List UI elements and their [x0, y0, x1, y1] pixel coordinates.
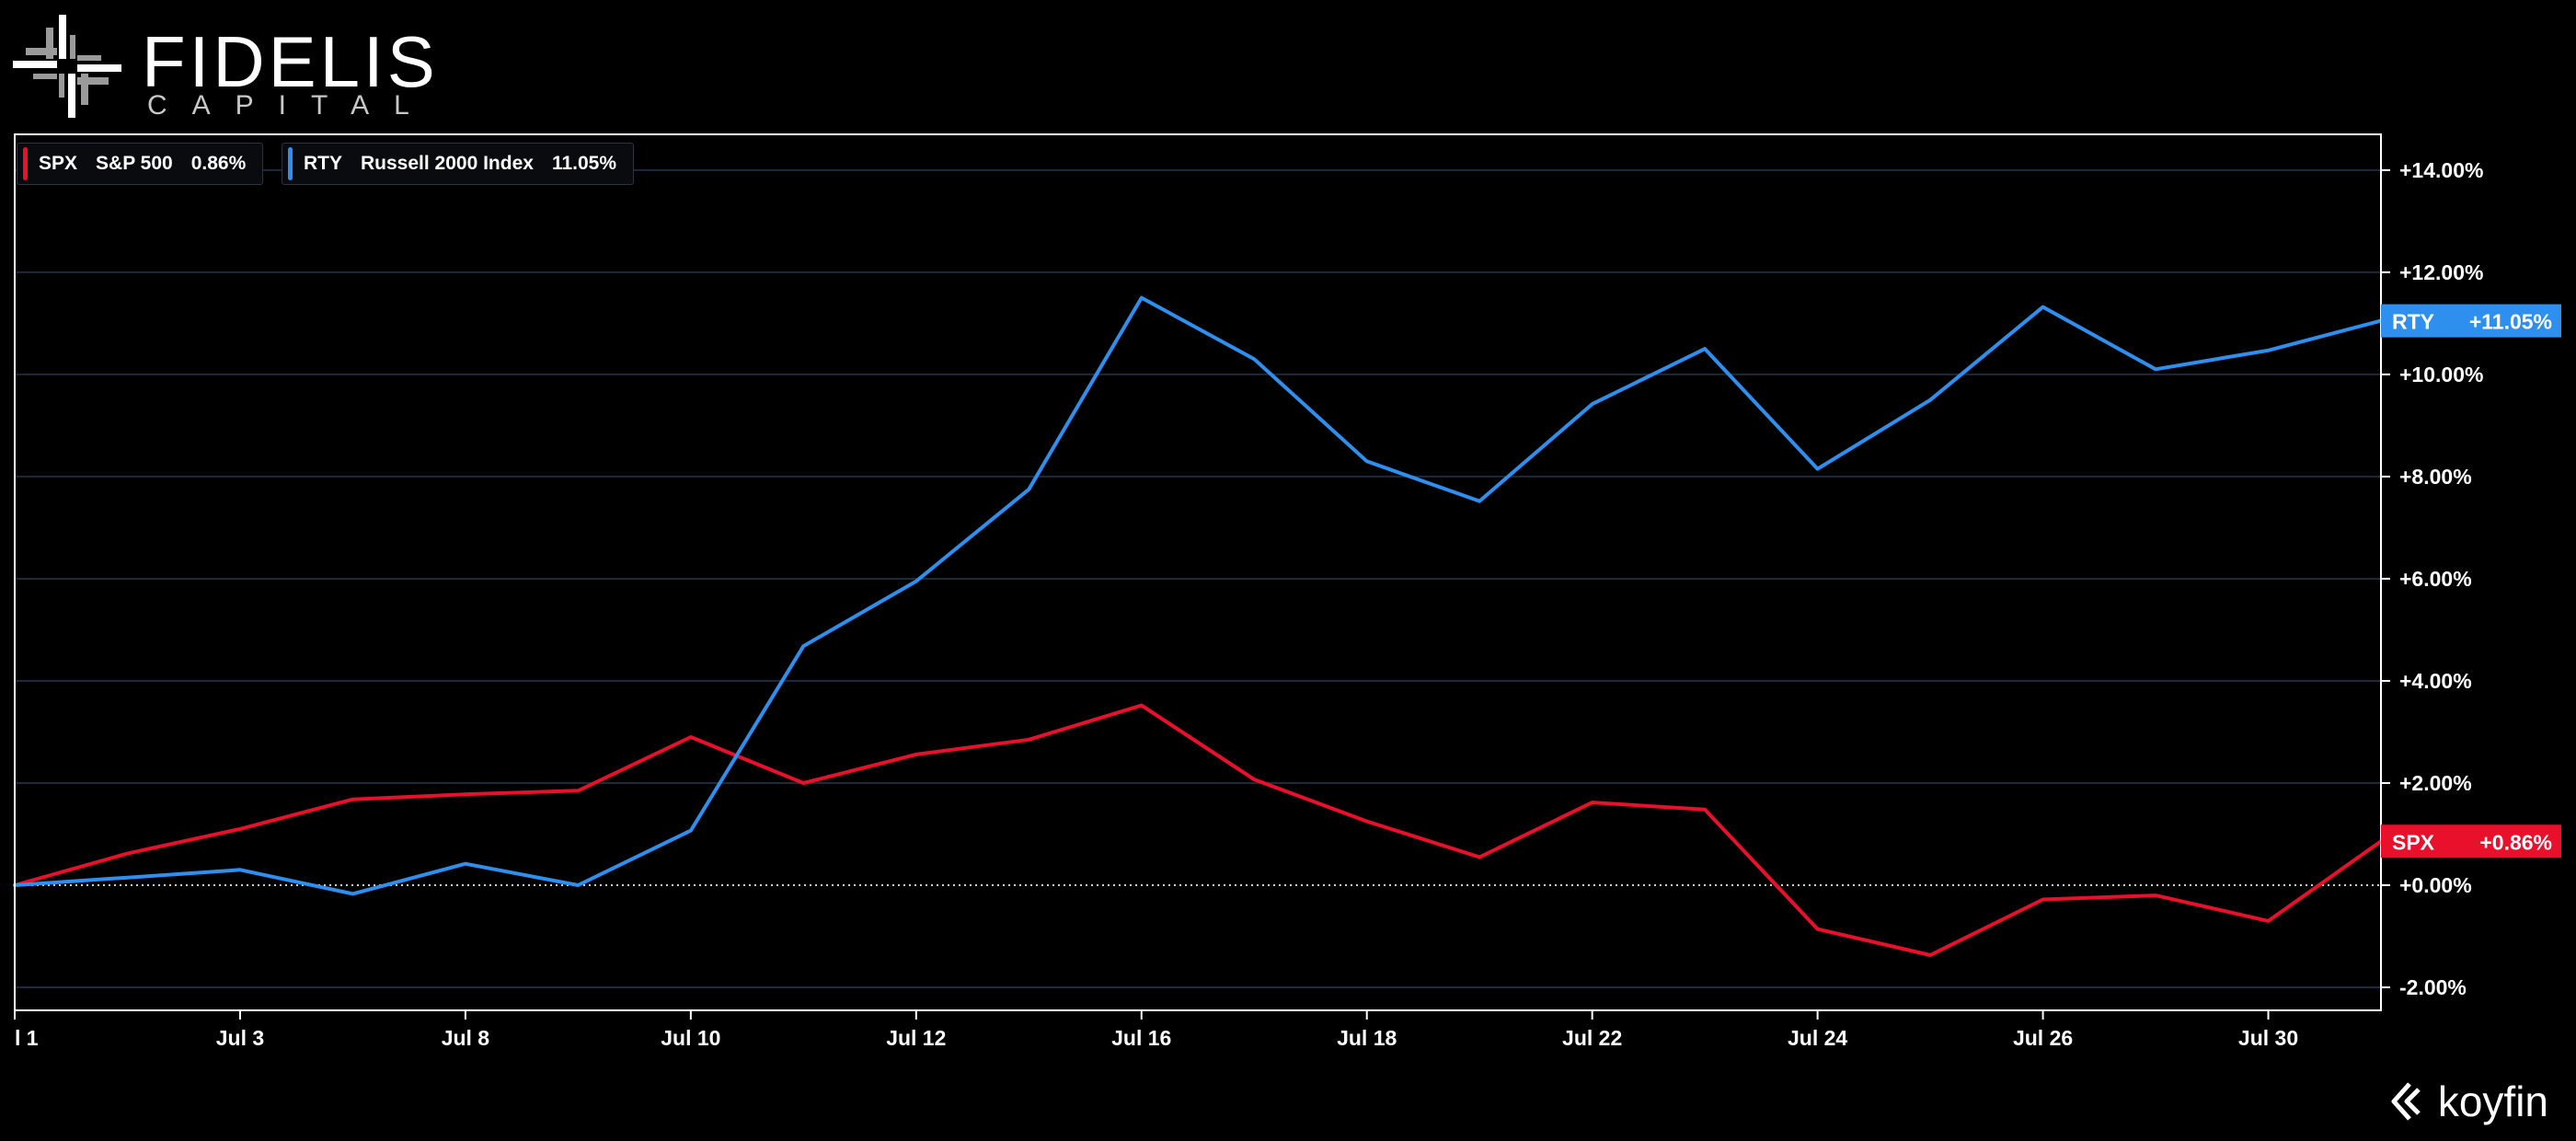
brand-subtitle: CAPITAL: [147, 90, 434, 121]
series-line-spx: [13, 703, 2383, 957]
fidelis-logo-icon: [13, 15, 121, 118]
legend-item-rty[interactable]: RTY Russell 2000 Index 11.05%: [282, 143, 635, 185]
legend-item-spx[interactable]: SPX S&P 500 0.86%: [17, 143, 264, 185]
axes: +14.00% +12.00% +10.00% +8.00% +6.00% +4.00% +…: [14, 133, 2483, 1050]
x-tick-label: Jul 8: [442, 1026, 490, 1050]
legend-swatch-spx: [23, 147, 28, 180]
x-tick-label: Jul 22: [1562, 1026, 1622, 1050]
legend-name: Russell 2000 Index: [361, 153, 534, 174]
end-label-spx: SPX +0.86%: [2381, 824, 2561, 859]
y-tick-label: +10.00%: [2399, 363, 2483, 386]
y-tick-label: +12.00%: [2399, 260, 2483, 284]
koyfin-watermark: koyfin: [2388, 1078, 2548, 1125]
end-label-rty: RTY +11.05%: [2381, 304, 2561, 338]
legend-value: 0.86%: [190, 153, 247, 174]
legend-value: 11.05%: [551, 153, 617, 174]
x-tick-label: Jul 24: [1788, 1026, 1847, 1050]
y-tick-label: -2.00%: [2399, 975, 2467, 999]
end-label-bg: [2381, 304, 2561, 338]
x-tick-label: l 1: [15, 1026, 39, 1050]
end-label-value: +0.86%: [2479, 830, 2552, 854]
legend-ticker: RTY: [304, 153, 342, 174]
brand-logo: FIDELIS CAPITAL: [13, 13, 445, 121]
x-tick-label: Jul 16: [1111, 1026, 1171, 1050]
x-tick-label: Jul 3: [216, 1026, 264, 1050]
y-tick-label: +4.00%: [2399, 669, 2472, 693]
end-label-ticker: RTY: [2392, 310, 2434, 334]
koyfin-text: koyfin: [2437, 1078, 2548, 1125]
x-tick-label: Jul 12: [886, 1026, 946, 1050]
legend-swatch-rty: [288, 147, 293, 180]
x-tick-label: Jul 26: [2013, 1026, 2073, 1050]
brand-name: FIDELIS: [142, 21, 439, 102]
grid-lines: [15, 168, 2381, 989]
y-tick-label: +8.00%: [2399, 465, 2472, 489]
y-tick-label: +0.00%: [2399, 873, 2472, 897]
x-tick-label: Jul 18: [1337, 1026, 1397, 1050]
plot-frame: [14, 133, 2382, 1011]
y-tick-label: +6.00%: [2399, 567, 2472, 591]
y-tick-label: +2.00%: [2399, 771, 2472, 795]
end-label-value: +11.05%: [2469, 310, 2552, 334]
end-labels: SPX +0.86% RTY +11.05%: [2381, 304, 2561, 859]
series-line-rty: [13, 295, 2383, 896]
y-tick-label: +14.00%: [2399, 158, 2483, 182]
koyfin-logo-icon: [2391, 1082, 2421, 1121]
legend-name: S&P 500: [96, 153, 173, 174]
end-label-ticker: SPX: [2392, 830, 2435, 854]
end-label-bg: [2381, 824, 2561, 859]
legend-ticker: SPX: [39, 153, 78, 174]
series-lines: [13, 295, 2383, 957]
x-tick-label: Jul 30: [2238, 1026, 2298, 1050]
x-tick-label: Jul 10: [661, 1026, 720, 1050]
